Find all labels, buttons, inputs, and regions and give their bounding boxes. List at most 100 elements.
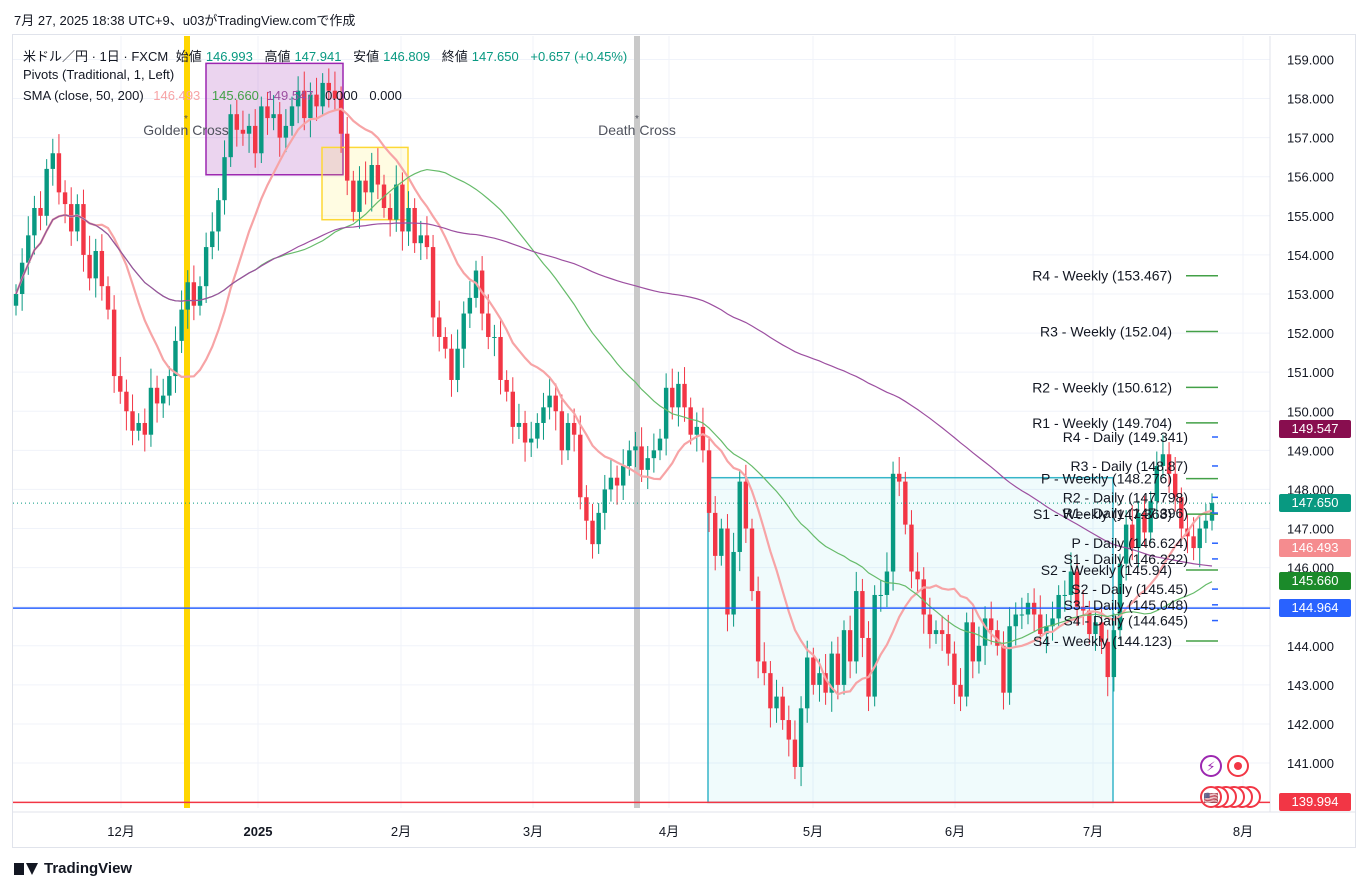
pivots-legend[interactable]: Pivots (Traditional, 1, Left) <box>23 67 178 82</box>
candle-body <box>394 184 399 220</box>
pivot-label: S4 - Daily (144.645) <box>1063 613 1188 629</box>
change-value: +0.657 (+0.45%) <box>530 49 628 64</box>
pivot-label: R1 - Daily (147.396) <box>1063 505 1188 521</box>
candle-body <box>1123 524 1129 564</box>
candle-body <box>234 114 239 130</box>
candle-body <box>124 391 129 412</box>
candle-body <box>345 133 350 181</box>
candle-body <box>185 282 190 310</box>
candle-body <box>578 434 583 498</box>
candle-body <box>363 180 368 193</box>
y-tick-label: 158.000 <box>1287 92 1334 107</box>
candle-body <box>633 446 638 451</box>
candle-body <box>706 450 712 513</box>
price-tag: 149.547 <box>1279 419 1351 438</box>
candle-body <box>99 250 105 287</box>
close-value: 147.650 <box>471 49 519 64</box>
candle-body <box>1105 641 1110 678</box>
candle-body <box>682 383 687 408</box>
candle-body <box>105 286 111 310</box>
candle-body <box>676 383 681 408</box>
y-tick-label: 157.000 <box>1287 131 1334 146</box>
candle-body <box>829 653 834 693</box>
candle-body <box>412 207 417 244</box>
candle-body <box>958 684 963 697</box>
flash-event-icon-glyph: ⚡ <box>1206 759 1215 774</box>
pivot-label: S1 - Weekly (147.368) <box>1033 506 1172 522</box>
candle-body <box>909 524 914 572</box>
y-tick-label: 144.000 <box>1287 639 1334 654</box>
candle-body <box>976 645 982 662</box>
sma-value-5: 0.000 <box>369 88 402 103</box>
candle-body <box>1179 497 1184 529</box>
candle-body <box>375 164 381 185</box>
candle-body <box>792 739 798 767</box>
candle-body <box>332 90 338 99</box>
price-tag: 144.964 <box>1279 599 1351 618</box>
candle-body <box>614 477 620 486</box>
candle-body <box>1160 454 1166 466</box>
candle-body <box>277 114 282 138</box>
symbol-label[interactable]: 米ドル／円 · 1日 · FXCM <box>23 49 169 64</box>
flash-event-icon <box>1200 755 1222 777</box>
candle-body <box>952 653 957 685</box>
candle-body <box>228 114 233 158</box>
candle-body <box>222 157 227 201</box>
y-tick-label: 147.000 <box>1287 522 1334 537</box>
candle-body <box>1001 645 1006 693</box>
candle-body <box>602 489 607 513</box>
pivot-label: R1 - Weekly (149.704) <box>1032 415 1172 431</box>
candle-body <box>369 164 374 193</box>
candle-body <box>130 411 135 431</box>
candle-body <box>492 336 497 338</box>
candle-body <box>639 446 644 470</box>
candle-body <box>737 481 742 552</box>
candle-body <box>357 180 362 212</box>
candle-body <box>387 207 393 220</box>
candle-body <box>1191 536 1196 549</box>
candle-body <box>161 395 166 404</box>
candle-body <box>798 708 804 767</box>
candle-body <box>854 591 859 662</box>
candle-body <box>75 204 80 232</box>
candle-body <box>424 235 430 248</box>
y-tick-label: 151.000 <box>1287 365 1334 380</box>
y-tick-label: 156.000 <box>1287 170 1334 185</box>
candle-body <box>811 657 816 685</box>
low-value: 146.809 <box>383 49 431 64</box>
chart-frame[interactable] <box>12 34 1356 848</box>
candle-body <box>559 411 565 451</box>
candle-body <box>805 657 810 709</box>
x-tick-label: 2025 <box>244 824 273 839</box>
candle-body <box>1019 614 1025 616</box>
x-tick-label: 8月 <box>1233 824 1253 839</box>
candle-body <box>547 395 552 408</box>
tradingview-footer[interactable]: TradingView <box>14 860 132 877</box>
candle-body <box>982 618 988 646</box>
candle-body <box>69 204 74 232</box>
sma-legend[interactable]: SMA (close, 50, 200) 146.493 145.660 149… <box>23 88 406 103</box>
candle-body <box>657 438 663 451</box>
x-tick-label: 7月 <box>1083 824 1103 839</box>
candle-body <box>203 247 209 287</box>
candle-body <box>295 90 301 107</box>
sma-slow-line <box>15 214 1213 567</box>
candle-body <box>584 497 589 521</box>
x-tick-label: 3月 <box>523 824 543 839</box>
y-tick-label: 148.000 <box>1287 482 1334 497</box>
y-tick-label: 149.000 <box>1287 443 1334 458</box>
candle-body <box>713 512 718 556</box>
candle-body <box>651 450 657 459</box>
pivot-label: R2 - Weekly (150.612) <box>1032 379 1172 395</box>
candle-body <box>688 407 693 435</box>
ohlc-legend: 米ドル／円 · 1日 · FXCM 始値 146.993 高値 147.941 安値… <box>23 46 631 65</box>
x-tick-label: 6月 <box>945 824 965 839</box>
open-label: 始値 <box>175 49 202 64</box>
candle-body <box>817 673 822 685</box>
candle-body <box>1166 454 1172 474</box>
candle-body <box>541 407 546 423</box>
candle-body <box>461 313 466 349</box>
y-tick-label: 155.000 <box>1287 209 1334 224</box>
economic-event-icon <box>1200 786 1222 808</box>
